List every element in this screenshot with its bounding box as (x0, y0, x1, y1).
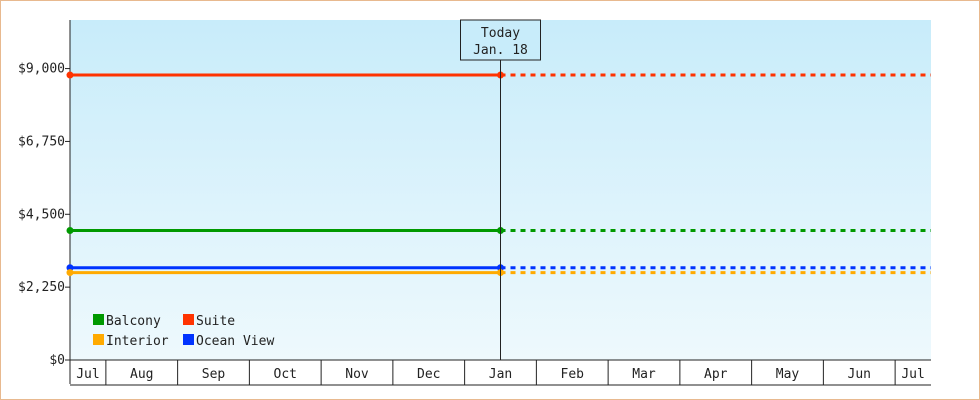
x-tick-label: Feb (561, 367, 585, 382)
x-tick-label: Oct (274, 367, 297, 382)
legend-swatch (93, 334, 104, 345)
x-tick-label: Jan (489, 367, 512, 382)
series-point (66, 71, 74, 79)
x-tick-label: Sep (202, 367, 226, 382)
legend-swatch (183, 314, 194, 325)
x-tick-label: Jul (901, 367, 924, 382)
x-tick-label: Jun (848, 367, 871, 382)
x-tick-label: Apr (704, 367, 728, 382)
today-label: Today (481, 26, 520, 41)
today-date: Jan. 18 (473, 43, 528, 58)
legend-swatch (93, 314, 104, 325)
x-tick-label: Nov (345, 367, 369, 382)
y-tick-label: $2,250 (18, 280, 65, 295)
y-tick-label: $4,500 (18, 207, 65, 222)
x-tick-label: Dec (417, 367, 440, 382)
x-tick-label: Jul (76, 367, 99, 382)
today-marker: Today Jan. 18 (460, 19, 541, 360)
today-box (460, 19, 541, 61)
series-point (66, 269, 74, 277)
series-point (66, 264, 74, 272)
legend-label: Ocean View (196, 334, 274, 349)
y-tick-label: $0 (49, 353, 65, 368)
y-tick-label: $9,000 (18, 62, 65, 77)
legend: Balcony Suite Interior Ocean View (93, 314, 274, 349)
legend-label: Balcony (106, 314, 161, 329)
y-tick-label: $6,750 (18, 134, 65, 149)
y-axis: $0 $2,250 $4,500 $6,750 $9,000 (18, 20, 71, 384)
legend-swatch (183, 334, 194, 345)
series-lines (66, 71, 931, 277)
legend-label: Suite (196, 314, 235, 329)
series-point (66, 226, 74, 234)
x-axis: Jul Aug Sep Oct Nov Dec Jan Feb Mar Apr May Jun Jul (70, 359, 931, 386)
legend-label: Interior (106, 334, 169, 349)
x-tick-label: Mar (632, 367, 656, 382)
x-tick-label: Aug (130, 367, 153, 382)
x-tick-label: May (776, 367, 800, 382)
